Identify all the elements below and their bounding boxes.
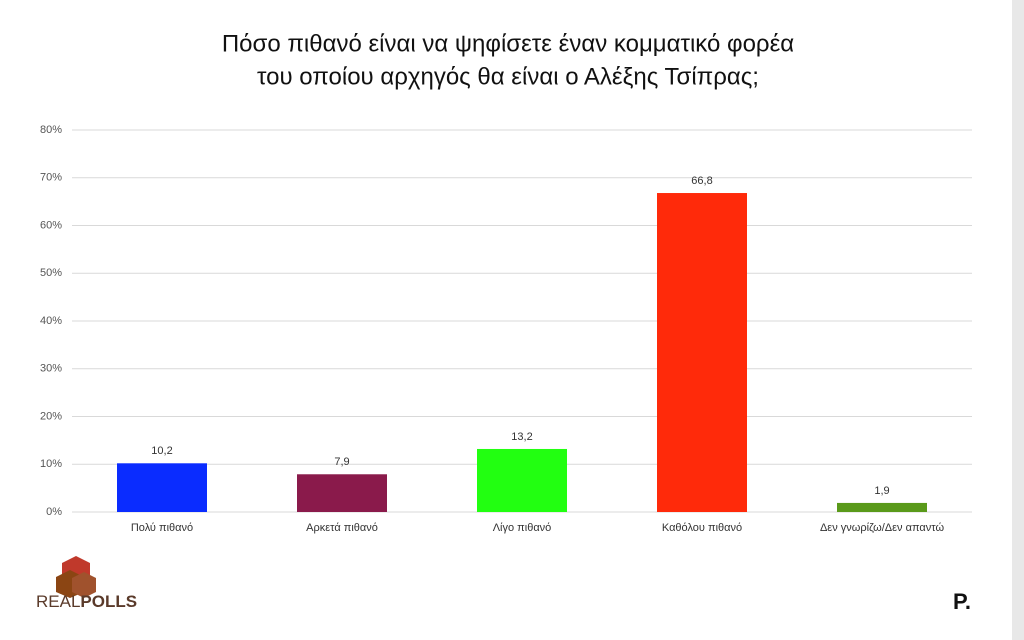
bar	[837, 502, 927, 512]
value-label: 13,2	[511, 431, 532, 443]
realpolls-logo: REALPOLLS	[36, 556, 137, 611]
x-tick-label: Πολύ πιθανό	[131, 522, 193, 534]
bar	[297, 474, 387, 512]
value-label: 66,8	[691, 175, 712, 187]
y-tick-label: 20%	[40, 410, 62, 422]
y-tick-label: 60%	[40, 219, 62, 231]
y-tick-label: 30%	[40, 363, 62, 375]
edge-strip	[1012, 0, 1024, 640]
x-tick-label: Δεν γνωρίζω/Δεν απαντώ	[820, 522, 945, 534]
x-tick-label: Αρκετά πιθανό	[306, 522, 378, 534]
brand-left-b: POLLS	[80, 592, 137, 611]
y-tick-label: 70%	[40, 172, 62, 184]
value-label: 7,9	[334, 456, 349, 468]
value-label: 1,9	[874, 485, 889, 497]
brand-left: REALPOLLS	[36, 592, 137, 611]
bar	[117, 463, 207, 512]
y-tick-label: 0%	[46, 506, 62, 518]
y-tick-label: 10%	[40, 458, 62, 470]
x-tick-label: Καθόλου πιθανό	[662, 522, 742, 534]
bar	[477, 448, 567, 512]
brand-right: P.	[953, 589, 971, 614]
bar	[657, 193, 747, 512]
chart-title: Πόσο πιθανό είναι να ψηφίσετε έναν κομμα…	[222, 30, 794, 57]
chart-title: του οποίου αρχηγός θα είναι ο Αλέξης Τσί…	[257, 63, 759, 90]
brand-left-a: REAL	[36, 592, 80, 611]
value-label: 10,2	[151, 445, 172, 457]
y-tick-label: 80%	[40, 124, 62, 136]
y-tick-label: 40%	[40, 315, 62, 327]
y-tick-label: 50%	[40, 267, 62, 279]
x-tick-label: Λίγο πιθανό	[493, 522, 552, 534]
